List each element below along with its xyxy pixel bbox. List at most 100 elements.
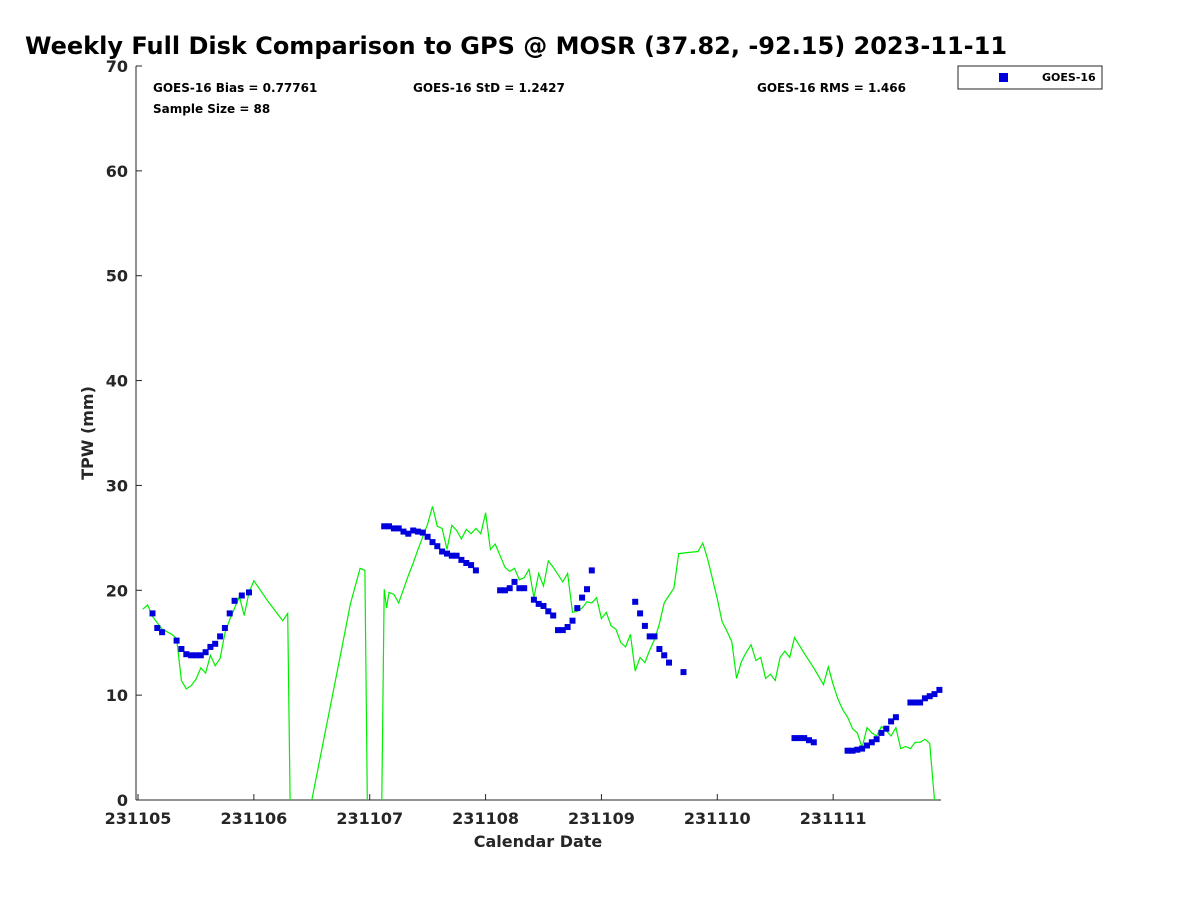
goes16-point bbox=[188, 652, 195, 659]
goes16-point bbox=[550, 612, 557, 619]
goes16-point bbox=[666, 659, 672, 666]
goes16-point bbox=[661, 652, 668, 659]
goes16-point bbox=[154, 625, 161, 631]
goes16-point bbox=[844, 747, 851, 754]
goes16-point bbox=[656, 646, 663, 652]
goes16-point bbox=[506, 585, 513, 592]
goes16-point bbox=[149, 610, 156, 617]
goes16-point bbox=[497, 587, 504, 594]
goes16-point bbox=[390, 525, 397, 532]
legend: GOES-16 bbox=[957, 65, 1103, 90]
goes16-point bbox=[540, 603, 547, 609]
goes16-point bbox=[424, 533, 431, 540]
goes16-point bbox=[386, 523, 392, 530]
y-tick-label: 0 bbox=[117, 791, 128, 810]
chart-title: Weekly Full Disk Comparison to GPS @ MOS… bbox=[25, 32, 1007, 60]
goes16-point bbox=[202, 649, 209, 656]
gps-line-segment bbox=[311, 567, 368, 800]
goes16-point bbox=[226, 610, 233, 617]
plot-area bbox=[135, 66, 941, 801]
goes16-point bbox=[448, 552, 455, 559]
goes16-point bbox=[646, 633, 653, 640]
goes16-point bbox=[868, 739, 875, 746]
goes16-point bbox=[892, 714, 899, 721]
goes16-point bbox=[501, 587, 508, 594]
goes16-point bbox=[197, 652, 204, 659]
y-tick-label: 70 bbox=[106, 57, 128, 76]
goes16-point bbox=[516, 585, 523, 592]
std-stat: GOES-16 StD = 1.2427 bbox=[413, 81, 565, 95]
goes16-point bbox=[221, 625, 228, 631]
goes16-point bbox=[405, 530, 412, 537]
x-tick-label: 231109 bbox=[568, 809, 635, 828]
goes16-point bbox=[231, 597, 238, 604]
legend-box bbox=[957, 65, 1103, 90]
goes16-point bbox=[545, 608, 552, 615]
goes16-point bbox=[917, 699, 924, 706]
x-tick-label: 231108 bbox=[452, 809, 519, 828]
goes16-point bbox=[178, 646, 185, 652]
x-axis-label: Calendar Date bbox=[474, 832, 603, 851]
goes16-point bbox=[907, 699, 914, 706]
sample-size-stat: Sample Size = 88 bbox=[153, 102, 270, 116]
goes16-point bbox=[810, 739, 817, 746]
goes16-point bbox=[217, 633, 224, 640]
goes16-point bbox=[632, 598, 639, 605]
goes16-point bbox=[395, 525, 402, 532]
y-axis-label: TPW (mm) bbox=[78, 386, 97, 480]
x-tick-label: 231105 bbox=[105, 809, 172, 828]
goes16-point bbox=[584, 586, 590, 593]
goes16-point bbox=[936, 686, 943, 693]
goes16-point bbox=[931, 691, 938, 698]
x-tick-label: 231106 bbox=[220, 809, 287, 828]
goes16-point bbox=[680, 669, 687, 676]
goes16-point bbox=[468, 562, 475, 569]
goes16-point bbox=[439, 548, 446, 555]
y-tick-label: 20 bbox=[106, 581, 128, 600]
goes16-point bbox=[207, 643, 214, 650]
goes16-point bbox=[410, 527, 417, 534]
goes16-point bbox=[381, 523, 388, 530]
goes16-point bbox=[173, 637, 180, 644]
x-tick-label: 231111 bbox=[800, 809, 867, 828]
goes16-point bbox=[801, 735, 808, 742]
goes16-point bbox=[878, 729, 885, 736]
goes16-point bbox=[400, 528, 407, 535]
goes16-point bbox=[796, 735, 803, 742]
goes16-point bbox=[864, 742, 870, 749]
goes16-point bbox=[419, 529, 426, 536]
goes16-point bbox=[453, 552, 460, 559]
goes16-point bbox=[579, 594, 586, 601]
goes16-point bbox=[434, 543, 441, 550]
bias-stat: GOES-16 Bias = 0.77761 bbox=[153, 81, 317, 95]
goes16-point bbox=[521, 585, 528, 592]
goes16-point bbox=[641, 622, 648, 629]
legend-marker bbox=[999, 73, 1008, 82]
goes16-point bbox=[637, 610, 644, 617]
goes16-point bbox=[530, 596, 537, 603]
y-tick-label: 50 bbox=[106, 267, 128, 286]
goes16-point bbox=[472, 567, 479, 574]
gps-line-group bbox=[142, 506, 1075, 800]
gps-line-segment bbox=[142, 579, 291, 800]
x-ticks: 231105 231106 231107 231108 231109 231110 2311… bbox=[105, 794, 867, 828]
series-layer bbox=[142, 506, 1075, 800]
goes16-point bbox=[183, 651, 190, 658]
goes16-point bbox=[873, 736, 880, 743]
goes16-point bbox=[535, 600, 542, 607]
goes16-point bbox=[569, 617, 576, 624]
y-tick-label: 60 bbox=[106, 162, 128, 181]
goes16-point bbox=[651, 633, 658, 640]
goes16-point bbox=[921, 695, 928, 702]
goes16-point bbox=[444, 550, 450, 557]
x-tick-label: 231107 bbox=[336, 809, 403, 828]
goes16-point bbox=[791, 735, 798, 742]
goes16-point bbox=[429, 539, 436, 546]
goes16-point bbox=[849, 747, 856, 754]
goes16-point bbox=[212, 640, 219, 647]
goes16-point bbox=[926, 693, 933, 700]
gps-line-segment bbox=[959, 675, 1075, 800]
goes16-point bbox=[511, 578, 518, 585]
goes16-markers bbox=[149, 523, 943, 754]
